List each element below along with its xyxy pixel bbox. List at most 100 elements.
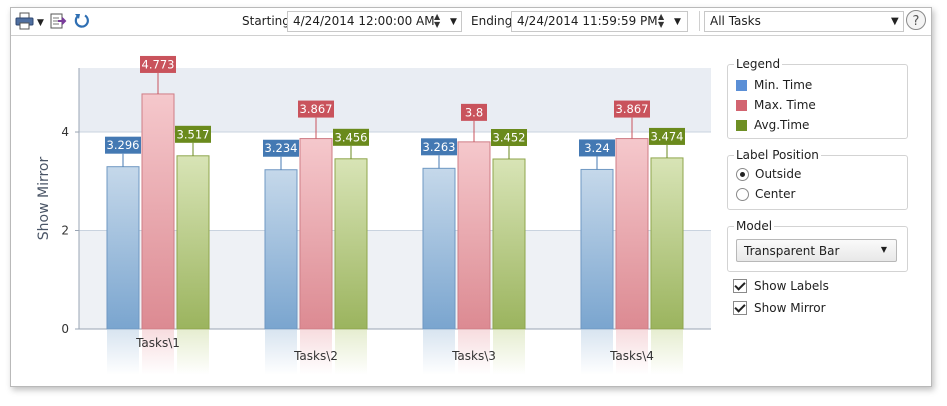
radio-center[interactable]: Center [736, 187, 795, 201]
x-tick-label: Tasks\3 [451, 349, 496, 363]
bar-min-time [264, 169, 298, 330]
label-position-group: Label Position Outside Center [727, 148, 908, 210]
bar-mirror [493, 330, 525, 375]
ending-dropdown-icon[interactable]: ▼ [674, 17, 681, 27]
model-dropdown-icon[interactable]: ▼ [880, 245, 887, 254]
toolbar: ▼ Starting: 4/24/2014 12:00:00 AM ▲ ▼ ▼ E… [11, 8, 931, 36]
starting-spinner-icon[interactable]: ▲ ▼ [434, 12, 441, 29]
data-label-box [105, 136, 141, 154]
model-select[interactable]: Transparent Bar ▼ [736, 239, 897, 262]
refresh-icon[interactable] [73, 11, 91, 31]
legend-item-avg-time: Avg.Time [736, 117, 809, 133]
legend-title: Legend [734, 57, 783, 71]
ending-datetime-field[interactable]: 4/24/2014 11:59:59 PM ▲ ▼ ▼ [511, 11, 688, 32]
bar-max-time [299, 138, 333, 330]
bar-chart-svg: 0 2 4 Show Mirror 3.296 4.773 3.517 Tasks\1 3.23… [36, 55, 711, 375]
data-label: 3.263 [423, 140, 456, 154]
data-label-box [263, 139, 299, 157]
legend-swatch [736, 99, 747, 111]
data-label: 3.8 [465, 105, 483, 119]
starting-datetime-value: 4/24/2014 12:00:00 AM [293, 14, 435, 28]
data-label: 4.773 [142, 57, 175, 71]
export-icon[interactable] [49, 11, 67, 31]
show-labels-label: Show Labels [754, 279, 829, 293]
data-label: 3.24 [584, 141, 610, 155]
bar-mirror [300, 330, 332, 375]
ending-label: Ending: [471, 14, 517, 28]
show-labels-checkbox[interactable]: Show Labels [733, 279, 829, 293]
bar-avg-time [176, 155, 210, 330]
plot-band [79, 68, 711, 133]
bar-mirror [458, 330, 490, 375]
bar-max-time [615, 138, 649, 330]
legend-item-max-time: Max. Time [736, 97, 816, 113]
data-label-box [140, 55, 176, 73]
bar-mirror [335, 330, 367, 375]
data-label-box [175, 125, 211, 143]
printer-icon[interactable] [15, 11, 35, 31]
data-label: 3.456 [335, 130, 368, 144]
show-mirror-label: Show Mirror [754, 301, 826, 315]
starting-label: Starting: [242, 14, 294, 28]
legend-swatch [736, 119, 747, 131]
bar-avg-time [334, 158, 368, 330]
starting-datetime-field[interactable]: 4/24/2014 12:00:00 AM ▲ ▼ ▼ [287, 11, 462, 32]
ending-spinner-icon[interactable]: ▲ ▼ [658, 12, 665, 29]
data-label-box [491, 129, 527, 147]
data-label-box [579, 139, 615, 157]
starting-dropdown-icon[interactable]: ▼ [450, 17, 457, 27]
data-label: 3.517 [177, 127, 210, 141]
radio-outside[interactable]: Outside [736, 167, 801, 181]
bar-avg-time [650, 157, 684, 330]
data-label-box [649, 127, 685, 145]
bar-max-time [457, 141, 491, 330]
data-label: 3.867 [616, 102, 649, 116]
data-label: 3.452 [493, 131, 526, 145]
data-label: 3.867 [300, 102, 333, 116]
bar-mirror [107, 330, 139, 375]
data-label-box [614, 100, 650, 118]
x-tick-label: Tasks\2 [293, 349, 338, 363]
bar-mirror [177, 330, 209, 375]
bar-mirror [142, 330, 174, 375]
data-label: 3.474 [651, 129, 684, 143]
legend-label: Avg.Time [754, 118, 810, 132]
radio-outside-button[interactable] [736, 167, 749, 181]
bar-mirror [651, 330, 683, 375]
radio-center-button[interactable] [736, 187, 749, 201]
bar-min-time [422, 167, 456, 330]
model-group: Model Transparent Bar ▼ [727, 219, 908, 272]
legend-swatch [736, 79, 747, 91]
show-mirror-check-icon[interactable] [733, 301, 747, 315]
toolbar-divider [699, 11, 700, 31]
task-filter-select[interactable]: All Tasks ▼ [704, 11, 904, 32]
bar-mirror [423, 330, 455, 375]
chart-window: ▼ Starting: 4/24/2014 12:00:00 AM ▲ ▼ ▼ E… [10, 7, 932, 387]
task-filter-value: All Tasks [710, 14, 761, 28]
data-label-box [298, 100, 334, 118]
label-position-title: Label Position [734, 148, 821, 162]
legend-group: Legend Min. Time Max. Time Avg.Time [727, 57, 908, 139]
bar-mirror [581, 330, 613, 375]
bar-avg-time [492, 158, 526, 330]
print-dropdown-arrow-icon[interactable]: ▼ [37, 18, 44, 28]
help-icon[interactable]: ? [905, 10, 927, 30]
data-label-box [461, 103, 487, 121]
data-label: 3.296 [107, 138, 140, 152]
radio-center-label: Center [755, 187, 796, 201]
bar-mirror [616, 330, 648, 375]
show-mirror-checkbox[interactable]: Show Mirror [733, 301, 826, 315]
legend-item-min-time: Min. Time [736, 77, 812, 93]
task-filter-dropdown-icon[interactable]: ▼ [891, 16, 899, 27]
data-label: 3.234 [265, 141, 298, 155]
data-label-box [421, 138, 457, 156]
x-tick-label: Tasks\1 [135, 336, 180, 350]
y-axis-title: Show Mirror [36, 157, 52, 241]
show-labels-check-icon[interactable] [733, 279, 747, 293]
model-select-value: Transparent Bar [744, 244, 840, 258]
y-tick-label: 4 [61, 125, 69, 139]
bar-chart: 0 2 4 Show Mirror 3.296 4.773 3.517 Tasks\1 3.23… [11, 36, 723, 386]
data-label-box [333, 128, 369, 146]
legend-label: Max. Time [754, 98, 816, 112]
bar-min-time [106, 166, 140, 330]
